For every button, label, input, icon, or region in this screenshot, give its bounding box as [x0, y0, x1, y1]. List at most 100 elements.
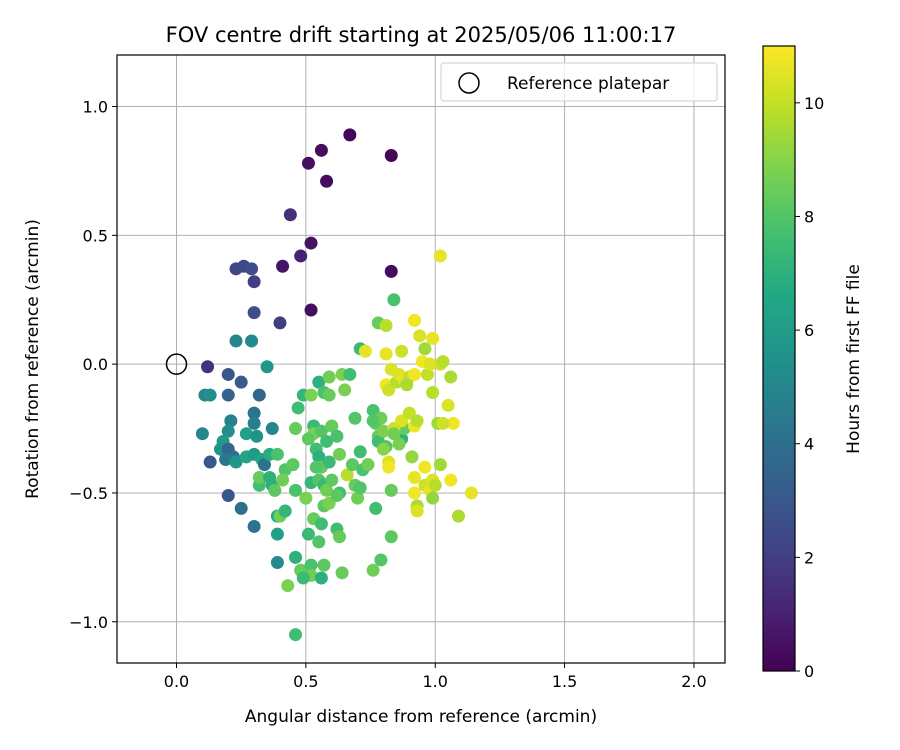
data-point: [270, 447, 284, 461]
data-point: [314, 571, 328, 585]
y-axis-ticks: −1.0 −0.5 0.0 0.5 1.0: [69, 98, 117, 632]
data-point: [320, 174, 334, 188]
data-point: [265, 422, 279, 436]
data-point: [203, 455, 217, 469]
data-point: [338, 383, 352, 397]
data-point: [436, 416, 450, 430]
legend-marker-open-circle: [458, 72, 480, 94]
data-point: [428, 478, 442, 492]
data-point: [333, 530, 347, 544]
data-point: [234, 501, 248, 515]
data-point: [289, 483, 303, 497]
data-point: [384, 483, 398, 497]
data-point: [464, 486, 478, 500]
data-point: [320, 434, 334, 448]
data-point: [221, 388, 235, 402]
data-point: [426, 385, 440, 399]
data-point: [441, 398, 455, 412]
data-point: [304, 303, 318, 317]
data-point: [291, 401, 305, 415]
data-point: [361, 458, 375, 472]
reference-marker-layer: [165, 353, 188, 375]
data-point: [374, 553, 388, 567]
data-point: [369, 501, 383, 515]
data-point: [247, 416, 261, 430]
legend-label: Reference platepar: [507, 74, 669, 94]
data-point: [426, 491, 440, 505]
plot-frame: [116, 54, 726, 664]
data-point: [203, 388, 217, 402]
data-point: [384, 530, 398, 544]
data-point: [229, 455, 243, 469]
data-point: [301, 527, 315, 541]
data-point: [286, 458, 300, 472]
y-tick-label: 0.5: [83, 226, 108, 245]
data-point: [309, 460, 323, 474]
data-point: [276, 259, 290, 273]
data-point: [221, 424, 235, 438]
colorbar-tick-label: 6: [804, 321, 814, 340]
data-point: [312, 535, 326, 549]
data-point: [423, 357, 437, 371]
data-point: [270, 527, 284, 541]
data-point: [289, 628, 303, 642]
data-point: [250, 429, 264, 443]
y-axis-title: Rotation from reference (arcmin): [23, 219, 43, 499]
legend-box: [440, 62, 718, 102]
data-point: [410, 504, 424, 518]
data-point: [382, 460, 396, 474]
data-point: [408, 313, 422, 327]
data-point: [420, 367, 434, 381]
data-point: [304, 236, 318, 250]
data-point: [433, 249, 447, 263]
data-point: [343, 367, 357, 381]
data-point: [335, 566, 349, 580]
data-point: [366, 414, 380, 428]
colorbar-tick-label: 2: [804, 548, 814, 567]
data-point: [247, 519, 261, 533]
data-point: [330, 489, 344, 503]
data-point: [408, 471, 422, 485]
x-tick-label: 2.0: [681, 672, 706, 691]
data-point: [221, 367, 235, 381]
colorbar-gradient: [763, 46, 795, 671]
data-point: [433, 458, 447, 472]
data-point: [245, 334, 259, 348]
data-point: [333, 447, 347, 461]
data-point: [294, 249, 308, 263]
data-point: [366, 563, 380, 577]
data-point: [340, 468, 354, 482]
data-point: [351, 491, 365, 505]
colorbar-tick-label: 4: [804, 435, 814, 454]
data-point: [325, 419, 339, 433]
data-point: [413, 329, 427, 343]
data-point: [239, 427, 253, 441]
colorbar-title: Hours from first FF file: [844, 264, 864, 454]
colorbar-tick-label: 8: [804, 207, 814, 226]
y-tick-label: −1.0: [69, 613, 108, 632]
data-point: [418, 342, 432, 356]
data-point: [281, 579, 295, 593]
colorbar-tick-label: 0: [804, 662, 814, 681]
data-point: [322, 370, 336, 384]
data-point: [400, 378, 414, 392]
data-point: [395, 344, 409, 358]
data-point: [408, 367, 422, 381]
colorbar-frame: [762, 45, 796, 672]
reference-platepar-marker: [165, 353, 188, 375]
data-point: [276, 473, 290, 487]
data-point: [353, 445, 367, 459]
data-point: [392, 437, 406, 451]
data-point: [268, 483, 282, 497]
x-tick-label: 0.5: [293, 672, 318, 691]
data-point: [376, 442, 390, 456]
data-point: [257, 458, 271, 472]
colorbar-ticks: 0 2 4 6 8 10: [795, 94, 824, 681]
data-point: [320, 483, 334, 497]
data-point: [418, 460, 432, 474]
data-point: [353, 481, 367, 495]
data-point: [314, 517, 328, 531]
data-point: [322, 455, 336, 469]
data-point: [312, 375, 326, 389]
